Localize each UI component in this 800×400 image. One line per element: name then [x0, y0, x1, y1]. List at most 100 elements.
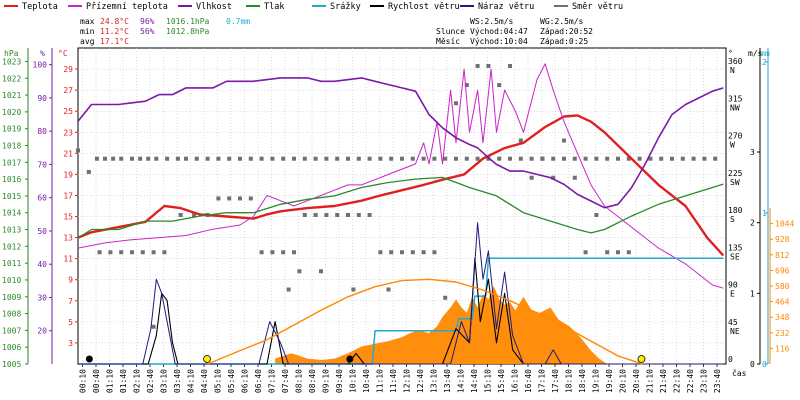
wind-dir-dot: [648, 156, 653, 161]
pct-tick-label: 80: [37, 127, 47, 136]
wind-dir-dot: [497, 156, 502, 161]
hpa-tick-label: 1008: [2, 310, 21, 319]
x-tick-label: 18:40: [578, 369, 587, 393]
wind-dir-dot: [292, 250, 296, 255]
wind-dir-dot: [302, 213, 307, 217]
dir-compass-label: W: [730, 141, 735, 150]
stat-label: max: [80, 17, 95, 26]
wind-dir-dot: [670, 156, 674, 161]
wind-dir-dot: [281, 156, 286, 161]
sunrise-marker: [203, 355, 211, 363]
hpa-tick-label: 1006: [2, 343, 21, 352]
wind-dir-dot: [108, 250, 113, 255]
info-sun: Slunce: [436, 27, 465, 36]
legend-label: Vlhkost: [196, 2, 232, 12]
wind-dir-dot: [572, 156, 577, 161]
wind-dir-dot: [529, 156, 534, 161]
x-tick-label: 22:10: [673, 369, 682, 393]
wind-dir-dot: [432, 250, 437, 255]
wind-dir-dot: [205, 156, 210, 161]
wind-dir-dot: [443, 295, 448, 300]
x-tick-label: 02:40: [146, 369, 155, 393]
hpa-tick-label: 1019: [2, 125, 21, 134]
x-tick-label: 06:10: [241, 369, 250, 393]
wind-dir-dot: [367, 213, 372, 217]
x-tick-label: 02:10: [133, 369, 142, 393]
x-tick-label: 09:10: [322, 369, 331, 393]
hpa-tick-label: 1005: [2, 360, 21, 369]
stat-humidity: 56%: [140, 27, 155, 36]
dir-compass-label: NW: [730, 103, 740, 112]
wind-dir-dot: [175, 156, 180, 161]
stat-pressure: 1012.8hPa: [166, 27, 210, 36]
series-ground: [77, 63, 724, 289]
wind-dir-dot: [94, 156, 99, 161]
legend-label: Tlak: [264, 2, 284, 12]
legend-label: Přízemní teplota: [86, 2, 168, 12]
wm2-tick-label: 580: [775, 282, 790, 291]
wind-dir-dot: [605, 250, 610, 255]
wind-dir-dot: [508, 64, 512, 68]
x-tick-label: 17:40: [551, 369, 560, 393]
x-tick-label: 12:10: [403, 369, 412, 393]
wind-dir-dot: [454, 156, 458, 161]
wind-dir-dot: [351, 287, 356, 292]
wind-dir-dot: [281, 250, 286, 255]
wm2-tick-label: 232: [775, 329, 790, 338]
wind-dir-dot: [356, 156, 361, 161]
wind-dir-dot: [259, 250, 264, 255]
stat-temp: 24.8°C: [100, 17, 129, 26]
x-tick-label: 17:10: [538, 369, 547, 393]
x-axis-label: čas: [732, 368, 747, 378]
wind-dir-dot: [154, 156, 159, 161]
wind-dir-dot: [162, 250, 167, 255]
wind-dir-dot: [119, 250, 124, 255]
wind-dir-dot: [313, 156, 318, 161]
hpa-tick-label: 1018: [2, 141, 21, 150]
wind-dir-dot: [454, 101, 458, 106]
pct-tick-label: 100: [33, 61, 48, 70]
dir-compass-label: N: [730, 66, 735, 75]
x-tick-label: 23:10: [700, 369, 709, 393]
axis-label-degc: °C: [58, 49, 68, 58]
wind-dir-dot: [594, 156, 599, 161]
wind-dir-dot: [178, 213, 183, 217]
wind-dir-dot: [238, 196, 242, 201]
pct-tick-label: 30: [37, 293, 47, 302]
dir-tick-label: 270: [728, 132, 743, 141]
stat-temp: 11.2°C: [100, 27, 129, 36]
wind-dir-dot: [119, 156, 124, 161]
wind-dir-dot: [216, 196, 221, 201]
dir-tick-label: 180: [728, 206, 743, 215]
sunset-marker: [637, 355, 646, 363]
x-tick-label: 15:40: [497, 369, 506, 393]
x-tick-label: 11:10: [376, 369, 385, 393]
degc-tick-label: 13: [63, 234, 73, 243]
series-solar: [207, 278, 643, 365]
wind-dir-dot: [286, 287, 291, 292]
wind-dir-dot: [518, 138, 523, 143]
x-tick-label: 15:10: [484, 369, 493, 393]
dir-compass-label: S: [730, 215, 735, 224]
wind-dir-dot: [319, 269, 323, 274]
ms-tick-label: 2: [750, 219, 755, 228]
hpa-tick-label: 1021: [2, 91, 21, 100]
hpa-tick-label: 1017: [2, 158, 21, 167]
wind-dir-dot: [713, 156, 718, 161]
wind-dir-dot: [111, 156, 116, 161]
hpa-tick-label: 1023: [2, 57, 21, 66]
x-tick-label: 04:40: [200, 369, 209, 393]
wind-dir-dot: [324, 156, 329, 161]
dir-tick-label: 135: [728, 243, 743, 252]
hpa-tick-label: 1020: [2, 108, 21, 117]
stat-temp: 17.1°C: [100, 37, 129, 46]
ms-tick-label: 3: [750, 148, 755, 157]
wind-dir-dot: [551, 156, 556, 161]
degc-tick-label: 25: [63, 107, 73, 116]
wind-dir-dot: [508, 156, 512, 161]
wind-dir-dot: [583, 250, 588, 255]
pct-tick-label: 90: [37, 94, 47, 103]
series-gust: [78, 222, 724, 365]
wind-dir-dot: [378, 156, 383, 161]
degc-tick-label: 21: [63, 149, 73, 158]
